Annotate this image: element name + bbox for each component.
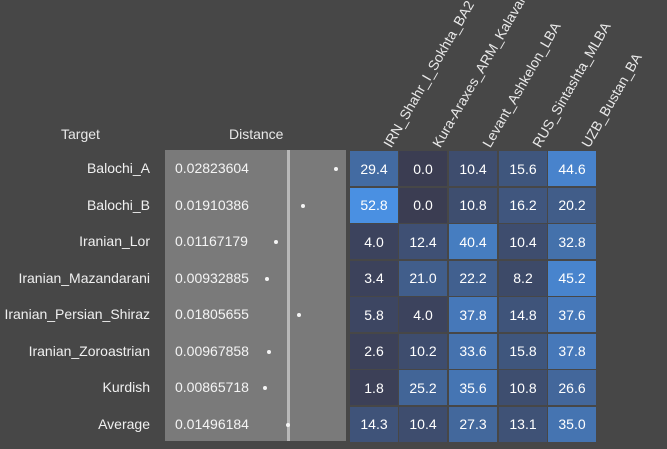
heat-cell: 37.8 xyxy=(548,333,596,369)
heat-cell: 5.8 xyxy=(350,297,398,332)
distance-dot xyxy=(265,277,269,281)
heat-cell: 20.2 xyxy=(548,187,596,223)
distance-dot xyxy=(263,386,267,390)
distance-dot xyxy=(267,350,271,354)
heat-cell: 37.6 xyxy=(548,297,596,332)
distance-column-header: Distance xyxy=(229,126,284,142)
heat-cell: 14.3 xyxy=(350,406,398,442)
heat-cell: 32.8 xyxy=(548,224,596,259)
heat-cell: 35.6 xyxy=(449,370,497,405)
distance-value: 0.00865718 xyxy=(175,379,249,395)
heat-cell: 0.0 xyxy=(399,151,447,186)
heat-cell: 37.8 xyxy=(449,297,497,332)
row-label: Iranian_Mazandarani xyxy=(18,269,150,286)
heat-cell: 4.0 xyxy=(350,224,398,259)
row-label: Iranian_Persian_Shiraz xyxy=(4,306,150,322)
heat-cell: 45.2 xyxy=(548,260,596,296)
heat-cell: 14.8 xyxy=(499,297,547,332)
distance-value: 0.00967858 xyxy=(175,342,249,359)
column-header-1: Kura-Araxes_ARM_Kalavan xyxy=(429,0,531,150)
distance-value: 0.01805655 xyxy=(175,306,249,322)
column-header-0: IRN_Shahr_I_Sokhta_BA2 xyxy=(380,0,478,151)
heat-cell: 12.4 xyxy=(399,224,447,259)
distance-reference-line xyxy=(287,150,290,441)
heat-cell: 52.8 xyxy=(350,187,398,223)
heat-cell: 15.8 xyxy=(499,333,547,369)
row-label: Average xyxy=(98,415,150,432)
distance-dot xyxy=(286,423,290,427)
heat-cell: 22.2 xyxy=(449,260,497,296)
row-label: Iranian_Lor xyxy=(79,233,150,249)
row-label: Kurdish xyxy=(102,379,150,395)
heat-cell: 10.4 xyxy=(399,406,447,442)
target-column-header: Target xyxy=(61,126,100,142)
distance-panel xyxy=(165,150,346,441)
heat-cell: 33.6 xyxy=(449,333,497,369)
heat-cell: 26.6 xyxy=(548,370,596,405)
distance-dot xyxy=(297,313,301,317)
heat-cell: 10.4 xyxy=(499,224,547,259)
distance-dot xyxy=(334,167,338,171)
heat-cell: 40.4 xyxy=(449,224,497,259)
heat-cell: 10.8 xyxy=(449,187,497,223)
heat-cell: 35.0 xyxy=(548,406,596,442)
heat-cell: 8.2 xyxy=(499,260,547,296)
heat-cell: 3.4 xyxy=(350,260,398,296)
heat-cell: 25.2 xyxy=(399,370,447,405)
heat-cell: 10.2 xyxy=(399,333,447,369)
distance-value: 0.00932885 xyxy=(175,269,249,286)
heat-cell: 0.0 xyxy=(399,187,447,223)
heat-cell: 10.4 xyxy=(449,151,497,186)
heat-cell: 21.0 xyxy=(399,260,447,296)
heat-cell: 27.3 xyxy=(449,406,497,442)
heat-cell: 13.1 xyxy=(499,406,547,442)
heat-cell: 44.6 xyxy=(548,151,596,186)
row-label: Balochi_B xyxy=(86,196,150,213)
row-label: Balochi_A xyxy=(86,160,150,176)
heat-cell: 16.2 xyxy=(499,187,547,223)
heat-cell: 15.6 xyxy=(499,151,547,186)
heat-cell: 2.6 xyxy=(350,333,398,369)
heat-cell: 4.0 xyxy=(399,297,447,332)
distance-dot xyxy=(274,240,278,244)
heat-cell: 1.8 xyxy=(350,370,398,405)
distance-value: 0.01496184 xyxy=(175,415,249,432)
heat-cell: 29.4 xyxy=(350,151,398,186)
distance-value: 0.01910386 xyxy=(175,196,249,213)
row-label: Iranian_Zoroastrian xyxy=(28,342,150,359)
distance-value: 0.01167179 xyxy=(175,233,248,249)
distance-value: 0.02823604 xyxy=(175,160,249,176)
heat-cell: 10.8 xyxy=(499,370,547,405)
distance-dot xyxy=(301,204,305,208)
